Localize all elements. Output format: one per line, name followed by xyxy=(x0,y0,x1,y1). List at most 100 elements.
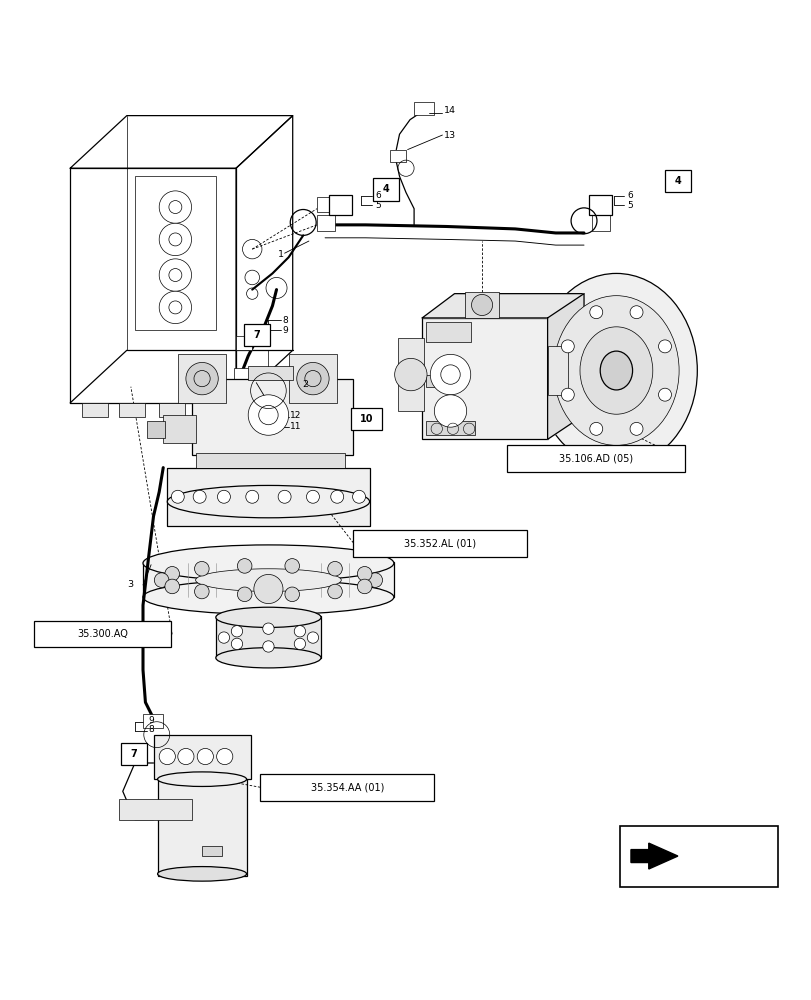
Bar xyxy=(547,346,567,395)
Circle shape xyxy=(357,567,371,581)
Bar xyxy=(591,214,609,231)
Circle shape xyxy=(186,362,218,395)
Bar xyxy=(316,197,333,212)
Circle shape xyxy=(589,306,602,319)
Circle shape xyxy=(330,490,343,503)
Circle shape xyxy=(248,395,288,435)
Text: 13: 13 xyxy=(444,131,456,140)
Bar xyxy=(248,366,292,380)
Bar xyxy=(82,403,108,417)
Circle shape xyxy=(296,362,328,395)
Circle shape xyxy=(159,191,191,223)
Bar xyxy=(34,621,171,647)
Circle shape xyxy=(195,584,209,599)
Circle shape xyxy=(197,748,213,765)
Circle shape xyxy=(285,587,299,602)
Circle shape xyxy=(231,626,242,637)
Circle shape xyxy=(307,632,318,643)
Polygon shape xyxy=(422,294,583,318)
Text: 5: 5 xyxy=(375,201,380,210)
Bar xyxy=(178,354,226,403)
Bar xyxy=(389,150,406,162)
Circle shape xyxy=(658,340,671,353)
Ellipse shape xyxy=(143,580,393,615)
Circle shape xyxy=(154,573,169,587)
Bar xyxy=(316,215,334,231)
Ellipse shape xyxy=(157,772,247,786)
Text: 35.300.AQ: 35.300.AQ xyxy=(77,629,128,639)
Bar xyxy=(147,421,165,438)
Circle shape xyxy=(589,422,602,435)
Bar xyxy=(288,354,337,403)
Bar xyxy=(426,421,474,435)
Text: 7: 7 xyxy=(131,749,137,759)
Bar xyxy=(167,468,369,526)
Bar xyxy=(465,292,499,318)
Circle shape xyxy=(560,388,573,401)
Bar xyxy=(236,336,252,350)
Bar xyxy=(414,102,434,115)
Circle shape xyxy=(328,561,342,576)
Bar xyxy=(244,324,270,346)
Bar xyxy=(328,195,351,215)
Circle shape xyxy=(246,490,259,503)
Bar xyxy=(234,368,252,383)
Circle shape xyxy=(231,638,242,650)
Bar xyxy=(422,318,547,439)
Ellipse shape xyxy=(167,485,369,518)
Circle shape xyxy=(294,638,305,650)
Circle shape xyxy=(195,561,209,576)
Circle shape xyxy=(218,632,230,643)
Circle shape xyxy=(352,490,365,503)
Circle shape xyxy=(430,354,470,395)
Ellipse shape xyxy=(534,273,697,468)
Bar xyxy=(159,403,185,417)
Bar xyxy=(153,735,251,779)
Ellipse shape xyxy=(143,545,393,581)
Text: 9: 9 xyxy=(282,326,288,335)
Bar xyxy=(195,453,345,468)
Text: 10: 10 xyxy=(359,414,372,424)
Circle shape xyxy=(306,490,319,503)
Text: 9: 9 xyxy=(148,716,154,725)
Circle shape xyxy=(357,579,371,594)
Text: 4: 4 xyxy=(674,176,680,186)
Text: 12: 12 xyxy=(290,411,301,420)
Text: 6: 6 xyxy=(626,191,632,200)
Bar xyxy=(143,714,163,728)
Bar xyxy=(121,743,147,765)
Bar xyxy=(118,799,191,820)
Bar xyxy=(588,195,611,215)
Bar xyxy=(260,774,434,801)
Circle shape xyxy=(217,490,230,503)
Circle shape xyxy=(178,748,194,765)
Bar xyxy=(135,176,216,330)
Ellipse shape xyxy=(553,296,678,445)
Text: 5: 5 xyxy=(626,201,632,210)
Circle shape xyxy=(434,395,466,427)
Circle shape xyxy=(165,567,179,581)
Bar xyxy=(426,322,470,342)
Bar xyxy=(664,170,690,192)
Text: 2: 2 xyxy=(302,380,308,389)
Text: 14: 14 xyxy=(444,106,456,115)
Circle shape xyxy=(278,490,290,503)
Bar xyxy=(118,403,144,417)
Ellipse shape xyxy=(216,607,320,627)
Text: 11: 11 xyxy=(290,422,302,431)
Bar xyxy=(350,408,381,430)
Ellipse shape xyxy=(195,569,341,591)
Circle shape xyxy=(394,358,427,391)
Ellipse shape xyxy=(579,327,652,414)
Circle shape xyxy=(159,259,191,291)
Circle shape xyxy=(237,587,251,602)
Text: 6: 6 xyxy=(375,191,380,200)
Ellipse shape xyxy=(599,351,632,390)
Circle shape xyxy=(254,574,283,604)
Text: 4: 4 xyxy=(382,184,388,194)
Circle shape xyxy=(367,573,382,587)
Circle shape xyxy=(629,306,642,319)
Bar xyxy=(397,338,423,411)
Bar xyxy=(507,445,684,472)
Circle shape xyxy=(658,388,671,401)
